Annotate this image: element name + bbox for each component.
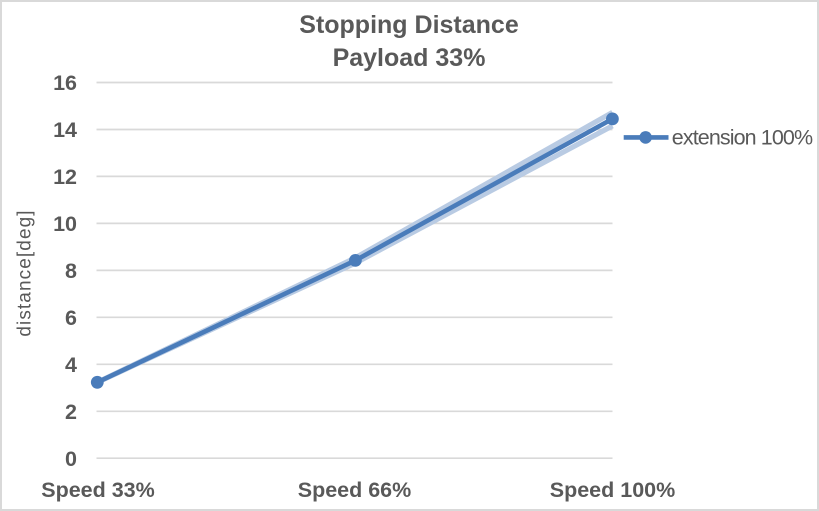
svg-text:10: 10 <box>53 212 77 236</box>
svg-text:8: 8 <box>65 259 77 283</box>
svg-text:0: 0 <box>65 447 77 471</box>
svg-text:distance[deg]: distance[deg] <box>15 209 36 336</box>
svg-text:Stopping Distance: Stopping Distance <box>299 11 519 39</box>
svg-text:6: 6 <box>65 306 77 330</box>
svg-text:12: 12 <box>53 165 77 189</box>
svg-text:2: 2 <box>65 400 77 424</box>
svg-text:Speed 66%: Speed 66% <box>298 478 412 502</box>
svg-text:4: 4 <box>65 353 77 377</box>
svg-text:extension 100%: extension 100% <box>672 126 813 150</box>
svg-text:Payload 33%: Payload 33% <box>333 44 486 72</box>
svg-text:14: 14 <box>53 118 77 142</box>
svg-text:Speed 33%: Speed 33% <box>41 478 155 502</box>
svg-text:16: 16 <box>53 71 77 95</box>
svg-text:Speed 100%: Speed 100% <box>550 478 675 502</box>
